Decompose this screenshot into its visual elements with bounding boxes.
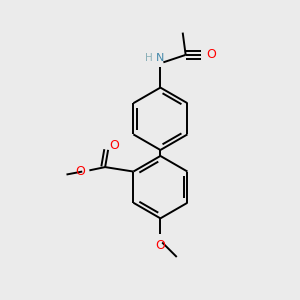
Text: O: O bbox=[206, 48, 216, 62]
Text: H: H bbox=[145, 53, 152, 63]
Text: O: O bbox=[155, 239, 165, 252]
Text: O: O bbox=[110, 139, 120, 152]
Text: N: N bbox=[156, 53, 165, 63]
Text: O: O bbox=[75, 165, 85, 178]
